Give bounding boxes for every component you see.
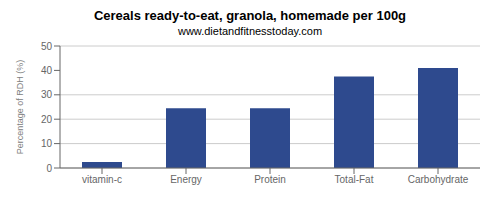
- svg-text:20: 20: [41, 114, 53, 125]
- html-text:www.dietandfitnesstoday.com: www.dietandfitnesstoday.com: [178, 25, 322, 37]
- svg-text:Total-Fat: Total-Fat: [335, 174, 374, 185]
- svg-text:40: 40: [41, 65, 53, 76]
- svg-text:Energy: Energy: [170, 174, 202, 185]
- svg-text:Carbohydrate: Carbohydrate: [408, 174, 469, 185]
- svg-text:30: 30: [41, 89, 53, 100]
- svg-text:vitamin-c: vitamin-c: [82, 174, 122, 185]
- svg-text:Percentage of RDH (%): Percentage of RDH (%): [15, 60, 25, 155]
- html-text:Cereals ready-to-eat, granola,: Cereals ready-to-eat, granola, homemade …: [93, 8, 407, 23]
- svg-text:10: 10: [41, 138, 53, 149]
- svg-text:50: 50: [41, 41, 53, 52]
- svg-text:0: 0: [46, 163, 52, 174]
- svg-text:Protein: Protein: [254, 174, 286, 185]
